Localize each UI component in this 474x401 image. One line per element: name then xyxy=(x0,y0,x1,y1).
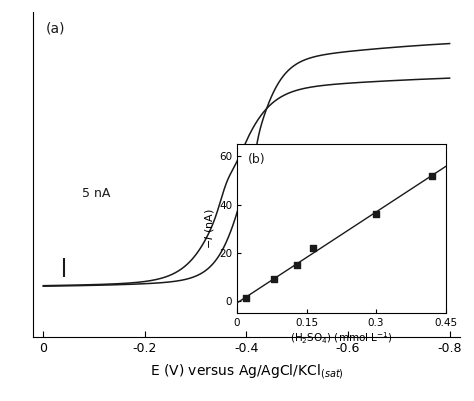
Point xyxy=(243,295,250,302)
X-axis label: (H$_2$SO$_4$) (mmol L$^{-1}$): (H$_2$SO$_4$) (mmol L$^{-1}$) xyxy=(290,330,392,346)
Y-axis label: $-I$ (nA): $-I$ (nA) xyxy=(203,208,216,249)
Text: (b): (b) xyxy=(247,153,265,166)
Point xyxy=(310,245,317,251)
Text: (a): (a) xyxy=(46,22,65,36)
X-axis label: E (V) versus Ag/AgCl/KCl$_{(sat)}$: E (V) versus Ag/AgCl/KCl$_{(sat)}$ xyxy=(150,362,343,381)
Point xyxy=(270,276,278,282)
Point xyxy=(293,261,301,268)
Point xyxy=(372,211,380,217)
Point xyxy=(428,172,436,179)
Text: 5 nA: 5 nA xyxy=(82,187,110,200)
